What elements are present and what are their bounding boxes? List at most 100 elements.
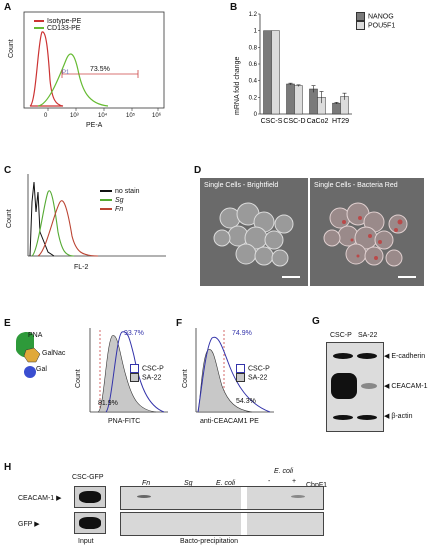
brightfield-title: Single Cells - Brightfield <box>204 182 279 189</box>
panel-c-legend: no stain Sg Fn <box>100 188 140 213</box>
panel-f-ylabel: Count <box>182 369 189 388</box>
bar-pou5f1-csc-d <box>294 85 303 115</box>
panel-label-b: B <box>230 2 238 13</box>
lane-gap <box>241 513 247 535</box>
input-band-ceacam <box>79 491 101 503</box>
panel-e-ylabel: Count <box>75 369 82 388</box>
panel-f-xlabel: anti-CEACAM1 PE <box>200 418 259 425</box>
panel-a-percent: 73.5% <box>90 66 110 73</box>
lane-sg: Sg <box>184 480 193 487</box>
y-tick-label: 0.8 <box>249 45 258 51</box>
input-band-gfp <box>79 517 101 529</box>
legend-csc-p: CSC-P <box>248 365 270 373</box>
bacteria-red-image: Single Cells - Bacteria Red <box>310 178 424 286</box>
footer-input: Input <box>78 538 94 545</box>
panel-label-h: H <box>4 462 12 473</box>
protein-e-cadherin: E-cadherin <box>391 353 426 360</box>
panel-label-f: F <box>176 318 183 329</box>
lane-sa-22: SA-22 <box>358 332 378 339</box>
input-blot-ceacam <box>74 486 106 508</box>
protein-ceacam-1: CEACAM-1 <box>391 383 428 390</box>
panel-label-d: D <box>194 165 202 176</box>
panel-c-histogram <box>27 174 166 257</box>
tick-0: 0 <box>44 113 48 119</box>
sign-minus: - <box>268 478 271 485</box>
footer-bacto: Bacto-precipitation <box>180 538 238 545</box>
tick-1e6: 10⁶ <box>152 113 162 119</box>
y-tick-label: 0.4 <box>249 79 258 85</box>
glycan-gal: Gal <box>36 366 47 373</box>
category-label: HT29 <box>332 118 349 125</box>
panel-f-legend: CSC-P SA-22 <box>236 364 270 382</box>
panel-c-xlabel: FL-2 <box>74 264 89 271</box>
tick-1e5: 10⁵ <box>126 113 136 119</box>
band-ceacam-2 <box>361 383 377 389</box>
bar-nanog-csc-s <box>263 30 272 115</box>
bar-nanog-ht29 <box>332 102 341 115</box>
lane-ecoli: E. coli <box>216 480 236 487</box>
gate-label: P1 <box>62 70 70 76</box>
tick-1e4: 10⁴ <box>98 113 108 119</box>
lane-csc-p: CSC-P <box>330 332 352 339</box>
bacto-blot-gfp <box>120 512 324 536</box>
bacto-blot-ceacam <box>120 486 324 510</box>
label-beta-actin: ◀ β-actin <box>384 413 413 420</box>
glycan-diagram <box>16 332 41 378</box>
row-ceacam-1-text: CEACAM-1 <box>18 495 55 502</box>
bar-nanog-caco2 <box>309 88 318 115</box>
row-label-gfp: GFP ▶ <box>18 521 40 528</box>
panel-e-xlabel: PNA-FITC <box>108 418 141 425</box>
band-ecad-2 <box>357 353 377 359</box>
input-header: CSC-GFP <box>72 474 104 481</box>
scale-bar <box>398 276 416 278</box>
category-label: CSC-D <box>283 118 305 125</box>
y-tick-label: 1.2 <box>249 12 258 18</box>
legend-fn: Fn <box>115 206 124 213</box>
legend-isotype-pe: Isotype-PE <box>47 18 82 25</box>
bacto-band-cbp <box>291 495 305 498</box>
band-ecad-1 <box>333 353 353 359</box>
tick-1e3: 10³ <box>70 113 79 119</box>
label-e-cadherin: ◀ E-cadherin <box>384 353 426 360</box>
panel-b-legend: NANOG POU5F1 <box>356 12 395 30</box>
panel-e-legend: CSC-P SA-22 <box>130 364 164 382</box>
y-tick-label: 0.2 <box>249 95 258 101</box>
row-label-ceacam-1: CEACAM-1 ▶ <box>18 495 62 502</box>
y-tick-label: 0.6 <box>249 62 258 68</box>
panel-label-e: E <box>4 318 11 329</box>
bacto-band-fn <box>137 495 151 498</box>
glycan-pna: PNA <box>28 332 43 339</box>
panel-a-xlabel: PE-A <box>86 122 103 129</box>
scale-bar <box>282 276 300 278</box>
panel-f-pct-top: 74.9% <box>232 330 252 337</box>
band-actin-1 <box>333 415 353 420</box>
brightfield-image: Single Cells - Brightfield <box>200 178 308 286</box>
band-actin-2 <box>357 415 377 420</box>
bacteria-red-title: Single Cells - Bacteria Red <box>314 182 398 189</box>
panel-label-g: G <box>312 316 320 327</box>
panel-e-histogram <box>89 328 168 413</box>
legend-sg: Sg <box>115 197 124 204</box>
panel-a-histogram <box>23 11 165 111</box>
row-gfp-text: GFP <box>18 521 33 528</box>
western-blot <box>326 342 384 432</box>
panel-label-c: C <box>4 165 12 176</box>
panel-e-pct-bottom: 81.9% <box>98 400 118 407</box>
cbpf1-label: CbpF1 <box>306 482 327 489</box>
legend-sa-22: SA-22 <box>248 374 268 382</box>
band-ceacam-1 <box>331 373 357 399</box>
panel-c-ylabel: Count <box>6 209 13 228</box>
panel-a-ylabel: Count <box>8 39 15 58</box>
panel-f-pct-bottom: 54.3% <box>236 398 256 405</box>
panel-label-a: A <box>4 2 12 13</box>
panel-e-pct-top: 93.7% <box>124 330 144 337</box>
glycan-galnac: GalNac <box>42 350 66 357</box>
lane-fn: Fn <box>142 480 151 487</box>
label-ceacam-1: ◀ CEACAM-1 <box>384 383 428 390</box>
input-blot-gfp <box>74 512 106 534</box>
y-tick-label: 0 <box>254 112 258 118</box>
lane-ecoli-cbp: E. coli <box>274 468 294 475</box>
category-label: CSC-S <box>261 118 283 125</box>
legend-cd133-pe: CD133-PE <box>47 25 81 32</box>
bar-nanog-csc-d <box>286 83 295 115</box>
